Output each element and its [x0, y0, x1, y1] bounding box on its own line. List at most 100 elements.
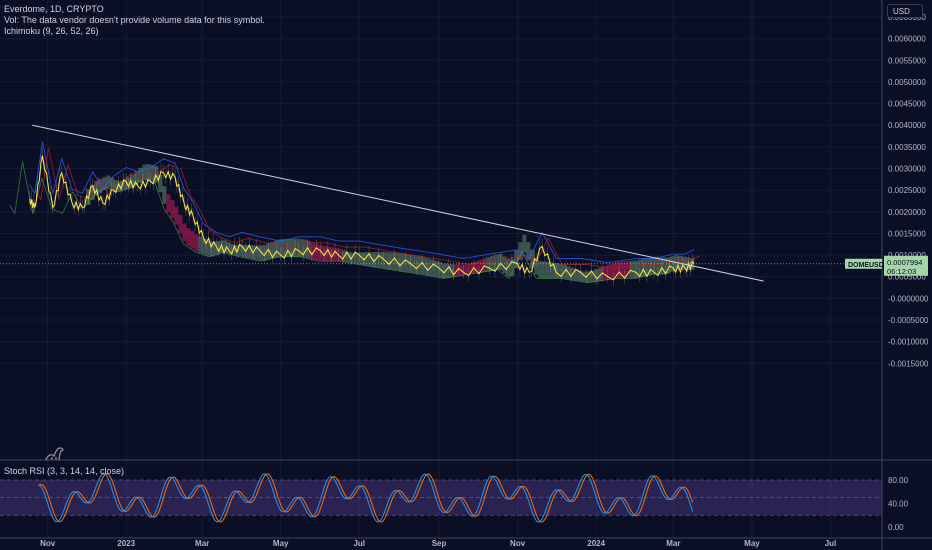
cloud-segment — [150, 164, 155, 182]
cloud-segment — [358, 252, 363, 265]
cloud-segment — [158, 175, 163, 193]
cloud-segment — [546, 261, 551, 279]
cloud-segment — [154, 165, 159, 183]
cloud-segment — [310, 242, 315, 260]
cloud-segment — [142, 164, 147, 180]
price-tick: 0.0005000 — [888, 273, 926, 282]
price-scale[interactable]: 0.00650000.00600000.00550000.00500000.00… — [845, 13, 929, 532]
kijun-line — [35, 147, 701, 270]
cloud-segment — [470, 262, 475, 274]
cloud-segment — [198, 236, 203, 254]
cloud-segment — [134, 171, 139, 186]
cloud-segment — [170, 200, 175, 218]
cloud-segment — [246, 245, 251, 259]
ichimoku-legend[interactable]: Ichimoku (9, 26, 52, 26) — [4, 26, 99, 36]
cloud-segment — [426, 258, 431, 276]
time-tick: Jul — [353, 539, 365, 548]
ichimoku-cloud — [86, 164, 695, 283]
cloud-segment — [302, 239, 307, 258]
cloud-segment — [642, 258, 647, 277]
cloud-segment — [610, 263, 615, 280]
cloud-segment — [294, 238, 299, 257]
cloud-segment — [102, 177, 107, 191]
cloud-segment — [242, 245, 247, 258]
cloud-segment — [634, 260, 639, 279]
time-axis[interactable]: Nov 2023 Mar May Jul Sep Nov 2024 Mar May Jul — [40, 539, 836, 548]
cloud-segment — [190, 231, 195, 249]
grid — [0, 0, 882, 538]
time-tick: May — [273, 539, 289, 548]
cloud-segment — [510, 258, 515, 277]
cloud-segment — [106, 175, 111, 188]
price-tick: 0.0025000 — [888, 186, 926, 195]
cloud-segment — [386, 252, 391, 270]
cloud-segment — [398, 253, 403, 271]
cloud-segment — [530, 249, 535, 268]
cloud-segment — [258, 245, 263, 261]
price-tick: 0.0050000 — [888, 78, 926, 87]
cloud-segment — [334, 248, 339, 262]
cloud-segment — [502, 256, 507, 274]
stoch-tick: 40.00 — [888, 500, 909, 509]
cloud-segment — [434, 260, 439, 277]
cloud-segment — [230, 243, 235, 255]
cloud-segment — [110, 177, 115, 190]
stoch-rsi-legend[interactable]: Stoch RSI (3, 3, 14, 14, close) — [4, 466, 125, 476]
cloud-segment — [402, 253, 407, 272]
cloud-segment — [590, 270, 595, 283]
price-tick: -0.0000000 — [888, 294, 929, 303]
cloud-segment — [586, 271, 591, 283]
time-tick: Nov — [510, 539, 526, 548]
cloud-segment — [162, 186, 167, 204]
price-tick: -0.0010000 — [888, 338, 929, 347]
cloud-segment — [578, 270, 583, 282]
cloud-segment — [486, 257, 491, 272]
price-tag-value: 0.0007994 — [887, 258, 922, 267]
cloud-segment — [658, 257, 663, 275]
price-tick: 0.0030000 — [888, 165, 926, 174]
stoch-rsi-pane[interactable] — [0, 473, 882, 523]
cloud-segment — [614, 262, 619, 279]
cloud-segment — [606, 264, 611, 280]
cloud-segment — [178, 214, 183, 233]
price-tick: 0.0055000 — [888, 56, 926, 65]
cloud-segment — [238, 245, 243, 257]
cloud-segment — [618, 261, 623, 279]
cloud-segment — [594, 268, 599, 282]
cloud-segment — [130, 174, 135, 188]
cloud-segment — [558, 263, 563, 279]
cloud-segment — [506, 259, 511, 277]
price-tick: 0.0010000 — [888, 251, 926, 260]
time-tick: 2023 — [117, 539, 135, 548]
cloud-segment — [354, 252, 359, 264]
stoch-tick: 0.00 — [888, 523, 904, 532]
cloud-segment — [538, 261, 543, 279]
cloud-segment — [442, 263, 447, 279]
cloud-segment — [450, 264, 455, 278]
symbol-title[interactable]: Everdome, 1D, CRYPTO — [4, 4, 104, 14]
cloud-segment — [138, 167, 143, 183]
price-tag-countdown: 06:12:03 — [887, 267, 916, 276]
cloud-segment — [478, 259, 483, 273]
price-line — [29, 155, 695, 281]
cloud-segment — [466, 264, 471, 275]
tenkan-line — [29, 141, 695, 264]
price-tick: 0.0035000 — [888, 143, 926, 152]
tradingview-logo-icon — [45, 447, 64, 461]
cloud-segment — [462, 264, 467, 276]
cloud-segment — [514, 250, 519, 269]
price-tick: 0.0020000 — [888, 208, 926, 217]
cloud-segment — [374, 252, 379, 268]
cloud-segment — [446, 264, 451, 278]
symbol-tag — [845, 258, 882, 269]
price-tick: 0.0060000 — [888, 35, 926, 44]
time-tick: Mar — [195, 539, 209, 548]
cloud-segment — [542, 261, 547, 279]
cloud-segment — [278, 239, 283, 257]
currency-button[interactable]: USD — [887, 4, 923, 18]
time-tick: Mar — [666, 539, 680, 548]
price-lines — [0, 124, 882, 286]
